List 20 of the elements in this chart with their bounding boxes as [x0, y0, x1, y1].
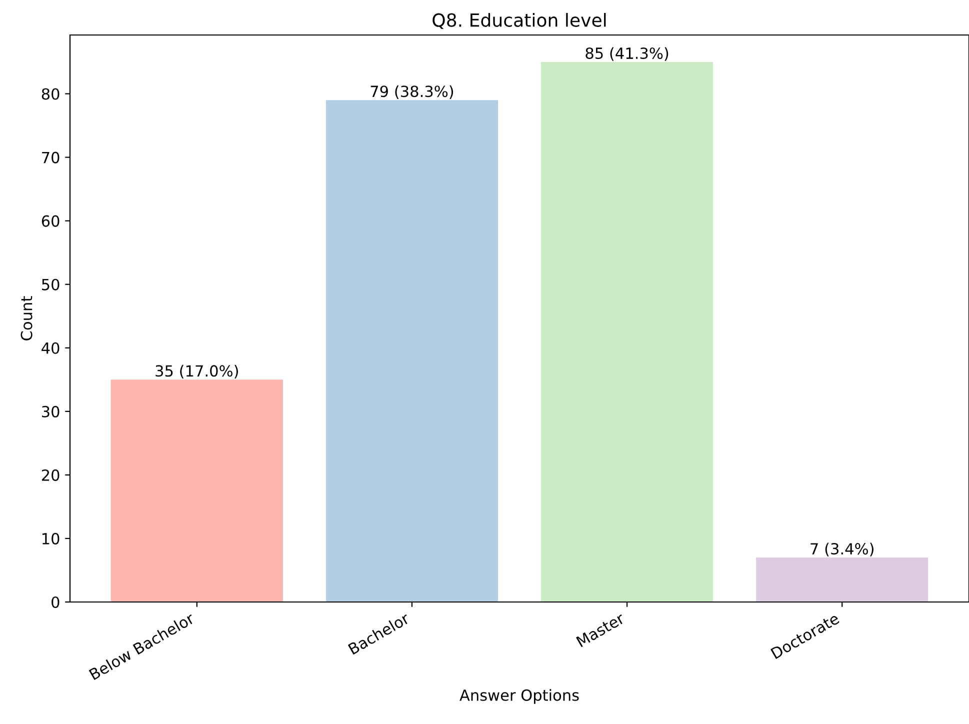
data-label: 7 (3.4%) — [810, 542, 874, 556]
y-tick-label: 20 — [42, 469, 60, 481]
y-tick-label: 30 — [42, 406, 60, 418]
bar — [541, 62, 714, 602]
data-label: 79 (38.3%) — [370, 85, 454, 99]
y-tick-label: 10 — [42, 532, 60, 544]
chart-title: Q8. Education level — [432, 12, 606, 29]
y-tick-label: 50 — [42, 278, 60, 290]
y-tick-label: 40 — [42, 342, 60, 354]
x-axis-title: Answer Options — [460, 689, 579, 704]
y-tick-label: 70 — [42, 152, 60, 164]
y-tick-label: 60 — [42, 215, 60, 227]
y-axis-title: Count — [20, 296, 32, 340]
y-tick-label: 0 — [52, 596, 60, 608]
bar — [326, 100, 498, 602]
data-label: 35 (17.0%) — [156, 364, 238, 378]
bar — [110, 380, 283, 602]
y-tick-label: 80 — [42, 88, 60, 100]
data-label: 85 (41.3%) — [586, 47, 668, 61]
bar — [756, 558, 928, 602]
